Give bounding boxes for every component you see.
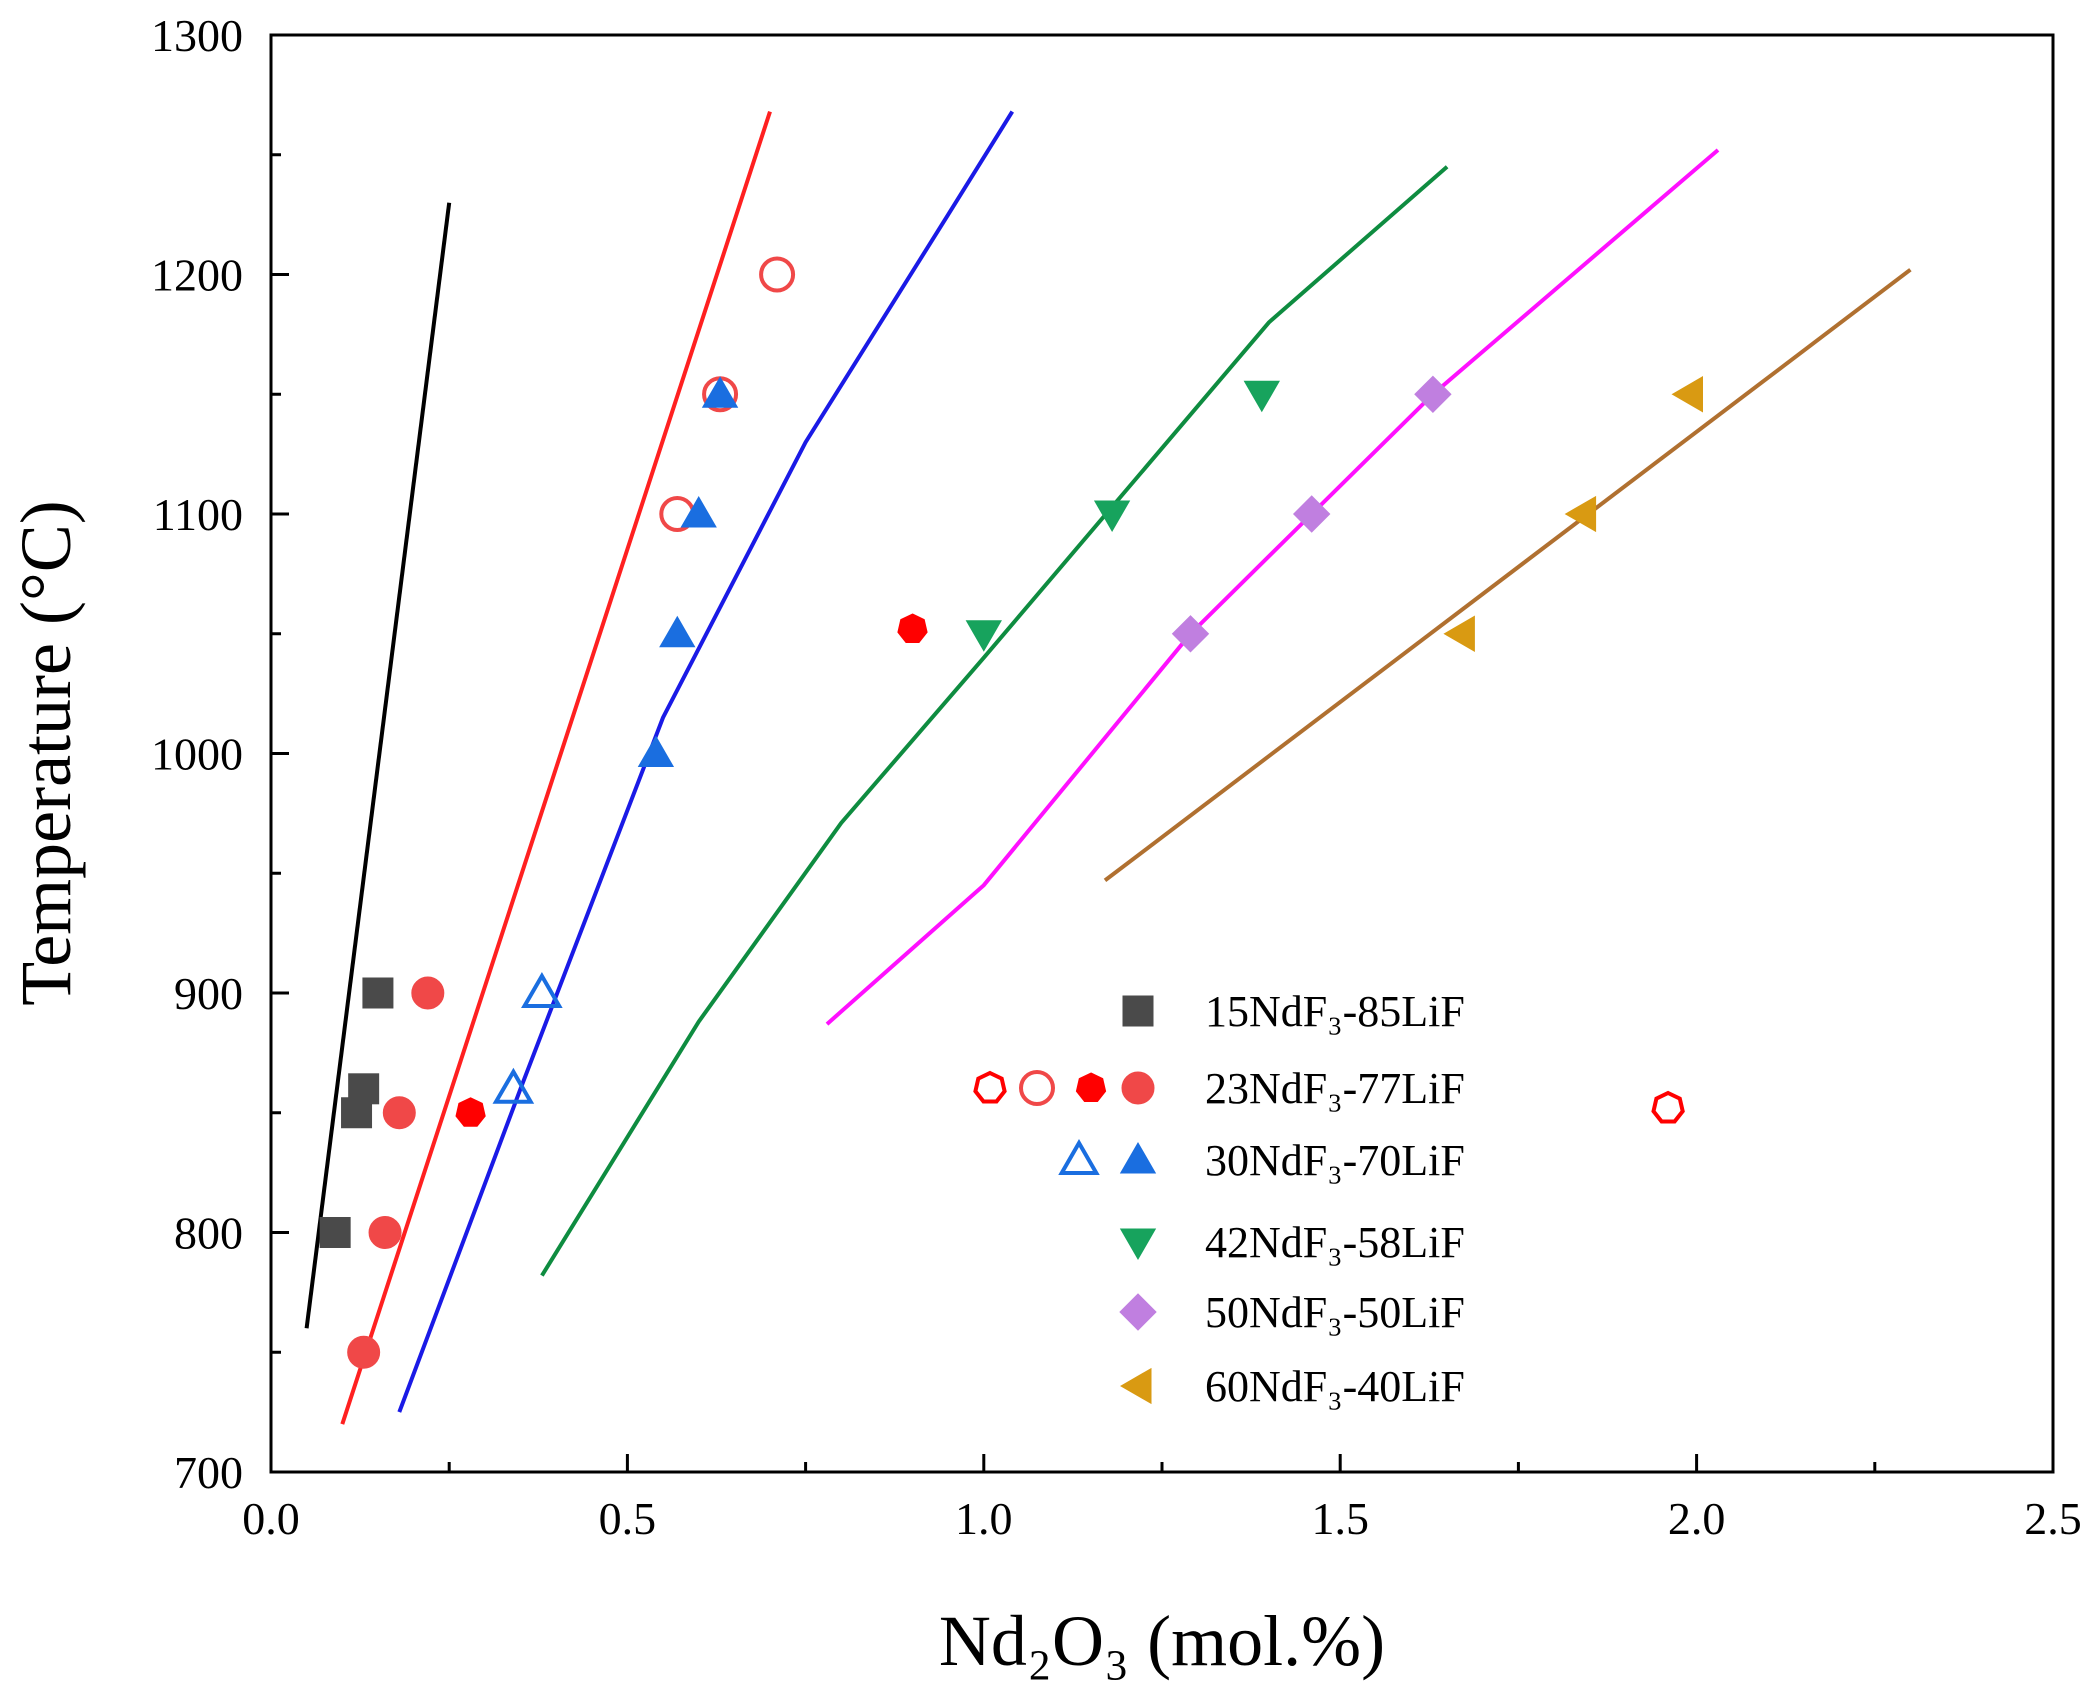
y-tick-label: 1300 [151,10,243,61]
fit-line-series-3 [397,110,1014,1413]
x-tick-label: 0.5 [599,1493,657,1544]
data-point-series-3-2 [521,972,563,1008]
fit-line-series-2 [340,110,772,1425]
legend-label-2: 23NdF₃-77LiF [1205,1064,1465,1113]
legend-marker-5-1 [1119,1293,1157,1331]
y-tick-label: 800 [174,1208,243,1259]
fit-line-series-5 [825,148,1720,1026]
data-markers [319,256,1703,1369]
data-point-series-4-2 [1093,500,1131,533]
legend-marker-1-1 [1122,995,1154,1027]
legend-label-3: 30NdF₃-70LiF [1205,1136,1465,1185]
y-tick-label: 1100 [153,489,243,540]
data-point-series-2-4 [411,976,445,1010]
y-axis: 700 800 900 1000 1100 1200 1300 [151,10,289,1498]
data-point-series-2-2 [368,1216,402,1249]
x-tick-label: 1.0 [955,1493,1013,1544]
data-point-series-2-5 [455,1097,486,1127]
data-point-series-5-1 [1171,615,1210,653]
data-point-series-5-3 [1414,375,1452,414]
legend-marker-2-2 [1019,1070,1055,1106]
data-point-series-3-3 [637,735,675,767]
legend-marker-2-4 [1121,1071,1155,1105]
data-point-series-3-4 [659,615,696,648]
data-point-series-2-3 [382,1096,416,1130]
legend-marker-2-3 [1075,1072,1107,1102]
legend-marker-3-2 [1119,1141,1157,1174]
data-point-series-2-10 [759,256,796,293]
fit-line-series-1 [304,202,452,1329]
data-point-series-6-1 [1443,615,1475,652]
data-point-series-3-1 [492,1067,535,1104]
fit-line-series-6 [1103,268,1912,882]
legend-label-6: 60NdF₃-40LiF [1205,1362,1465,1411]
data-point-series-6-2 [1564,495,1597,533]
y-tick-label: 1200 [151,250,243,301]
y-axis-title: Temperature (°C) [6,500,86,1006]
data-point-series-2-6 [897,613,928,643]
x-tick-label: 0.0 [242,1493,300,1544]
legend-marker-3-1 [1058,1138,1100,1175]
x-tick-label: 2.0 [1668,1493,1726,1544]
legend-label-5: 50NdF₃-50LiF [1205,1288,1465,1337]
legend-marker-6-1 [1119,1367,1152,1405]
data-point-series-6-3 [1671,376,1703,413]
x-axis: 0.0 0.5 1.0 1.5 2.0 2.5 [242,1454,2082,1544]
data-point-series-3-6 [701,376,739,408]
y-tick-label: 700 [174,1447,243,1498]
data-point-series-5-2 [1292,495,1331,533]
legend-marker-4-1 [1119,1228,1157,1261]
data-point-series-4-3 [1243,380,1280,413]
data-point-series-4-1 [965,620,1002,652]
x-tick-label: 1.5 [1311,1493,1369,1544]
legend: 15NdF₃-85LiF 23NdF₃-77LiF 30NdF₃-70LiF 42Nd… [973,987,1465,1411]
x-axis-title: Nd₂O₃ (mol.%) [939,1601,1385,1681]
data-point-series-1-4 [362,977,394,1009]
x-tick-label: 2.5 [2024,1493,2082,1544]
y-tick-label: 1000 [151,729,243,780]
legend-label-1: 15NdF₃-85LiF [1205,987,1465,1036]
fit-lines [304,110,1912,1425]
fit-line-series-4 [540,165,1449,1277]
data-point-series-1-1 [319,1217,351,1248]
legend-marker-2-1 [973,1070,1007,1104]
data-point-series-3-5 [680,495,717,528]
legend-label-4: 42NdF₃-58LiF [1205,1218,1465,1267]
data-point-series-1-3 [348,1073,380,1105]
data-point-series-2-1 [347,1335,381,1369]
y-tick-label: 900 [174,968,243,1019]
plot-area-frame [269,33,2055,1474]
data-point-series-2-7 [1651,1090,1685,1124]
